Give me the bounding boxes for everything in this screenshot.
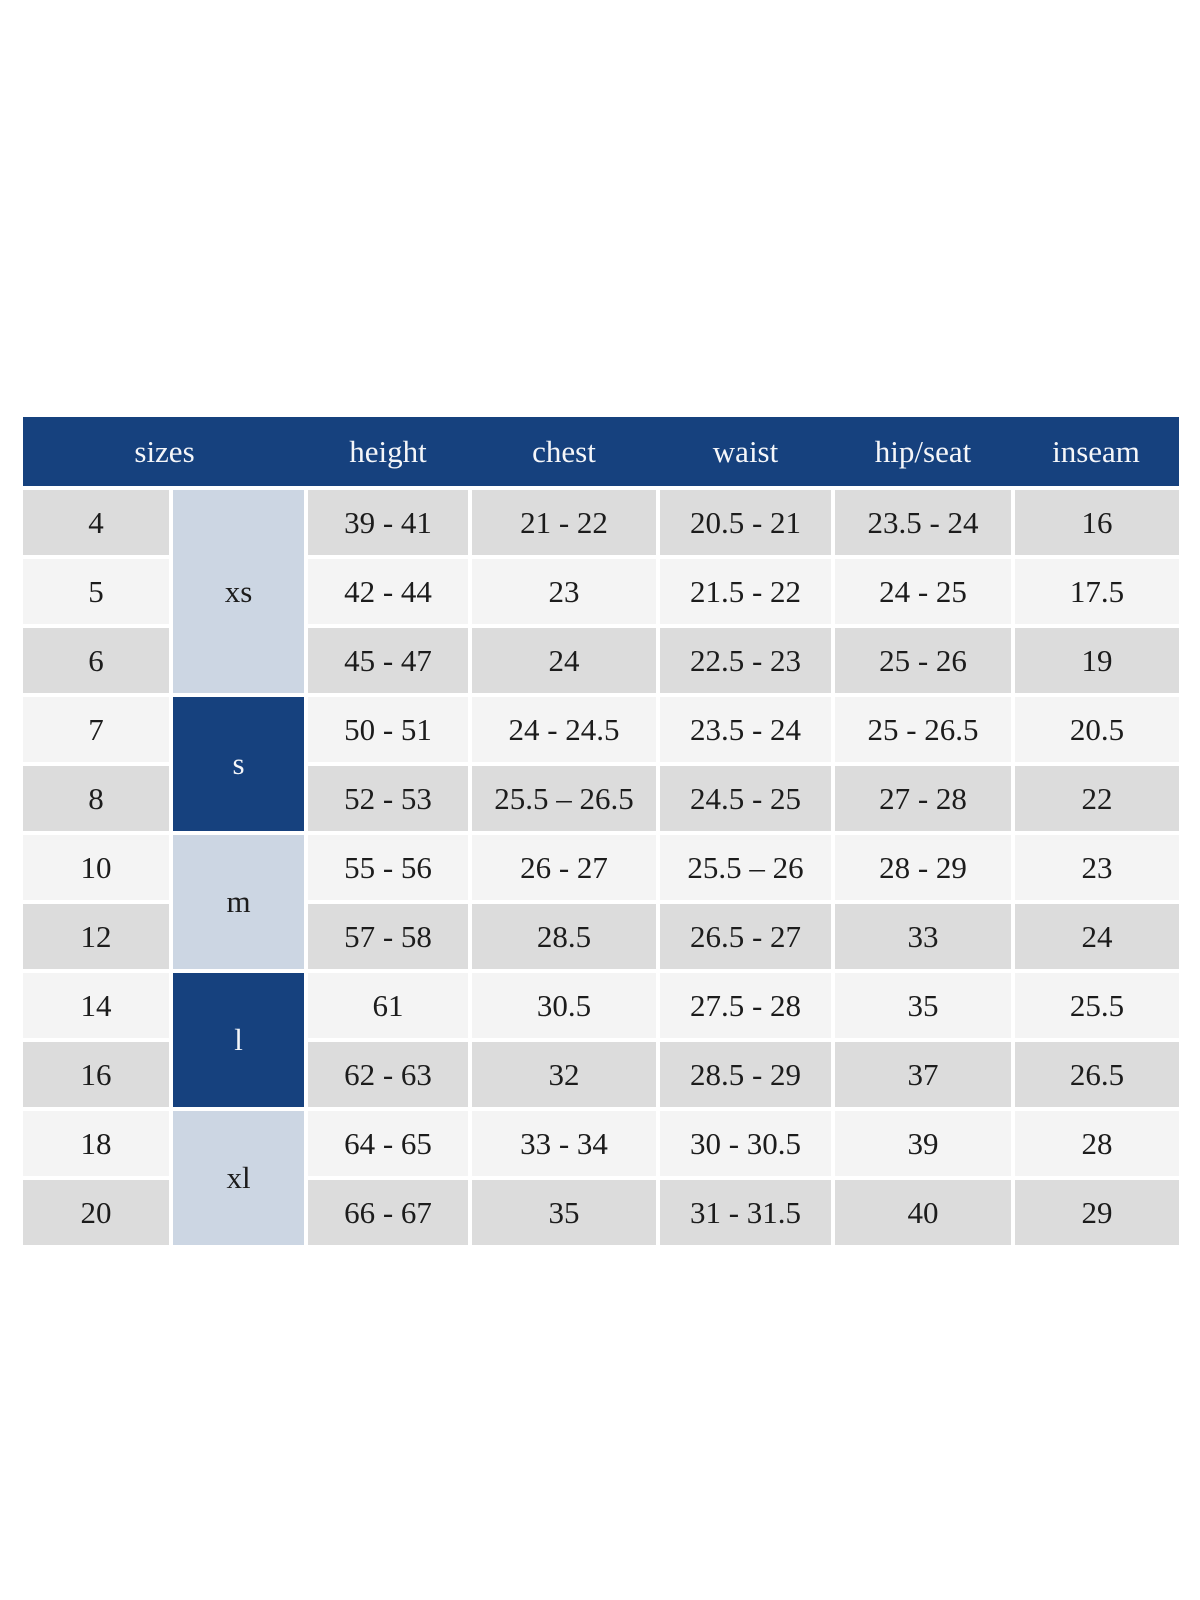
size-number-cell: 7 bbox=[23, 693, 171, 764]
waist-cell: 31 - 31.5 bbox=[656, 1176, 834, 1245]
size-group-m: m bbox=[168, 831, 307, 971]
hip-seat-cell: 25 - 26.5 bbox=[831, 693, 1014, 764]
chest-cell: 28.5 bbox=[468, 900, 659, 971]
hip-seat-cell: 39 bbox=[831, 1107, 1014, 1178]
inseam-cell: 17.5 bbox=[1011, 555, 1180, 626]
table-row: 18 xl 64 - 65 33 - 34 30 - 30.5 39 28 bbox=[23, 1107, 1180, 1245]
chest-cell: 23 bbox=[468, 555, 659, 626]
height-cell: 42 - 44 bbox=[304, 555, 471, 626]
size-number-cell: 10 bbox=[23, 831, 171, 902]
size-group-l: l bbox=[168, 969, 307, 1109]
hip-seat-cell: 37 bbox=[831, 1038, 1014, 1109]
chest-cell: 33 - 34 bbox=[468, 1107, 659, 1178]
size-number-cell: 5 bbox=[23, 555, 171, 626]
table-row: 8 52 - 53 25.5 – 26.5 24.5 - 25 27 - 28 … bbox=[23, 762, 1180, 833]
table-row: 6 45 - 47 24 22.5 - 23 25 - 26 19 bbox=[23, 624, 1180, 695]
hip-seat-cell: 25 - 26 bbox=[831, 624, 1014, 695]
hip-seat-cell: 33 bbox=[831, 900, 1014, 971]
waist-cell: 25.5 – 26 bbox=[656, 831, 834, 902]
height-cell: 39 - 41 bbox=[304, 486, 471, 557]
header-inseam: inseam bbox=[1013, 417, 1180, 488]
header-row: sizes height chest waist hip/seat inseam bbox=[23, 417, 1180, 488]
size-number-cell: 18 bbox=[23, 1107, 171, 1178]
size-group-s: s bbox=[168, 693, 307, 833]
inseam-cell: 19 bbox=[1011, 624, 1180, 695]
height-cell: 61 bbox=[304, 969, 471, 1040]
size-number-cell: 14 bbox=[23, 969, 171, 1040]
header-chest: chest bbox=[470, 417, 659, 488]
height-cell: 52 - 53 bbox=[304, 762, 471, 833]
waist-cell: 30 - 30.5 bbox=[656, 1107, 834, 1178]
height-cell: 64 - 65 bbox=[304, 1107, 471, 1178]
chest-cell: 21 - 22 bbox=[468, 486, 659, 557]
height-cell: 57 - 58 bbox=[304, 900, 471, 971]
size-group-xs: xs bbox=[168, 486, 307, 695]
waist-cell: 24.5 - 25 bbox=[656, 762, 834, 833]
size-group-xl: xl bbox=[168, 1107, 307, 1245]
header-sizes: sizes bbox=[23, 417, 307, 488]
table-row: 5 42 - 44 23 21.5 - 22 24 - 25 17.5 bbox=[23, 555, 1180, 626]
chest-cell: 30.5 bbox=[468, 969, 659, 1040]
size-number-cell: 8 bbox=[23, 762, 171, 833]
size-chart: sizes height chest waist hip/seat inseam… bbox=[23, 417, 1180, 1245]
size-number-cell: 6 bbox=[23, 624, 171, 695]
waist-cell: 21.5 - 22 bbox=[656, 555, 834, 626]
table-row: 14 l 61 30.5 27.5 - 28 35 25.5 bbox=[23, 969, 1180, 1109]
waist-cell: 23.5 - 24 bbox=[656, 693, 834, 764]
hip-seat-cell: 28 - 29 bbox=[831, 831, 1014, 902]
inseam-cell: 22 bbox=[1011, 762, 1180, 833]
size-number-cell: 12 bbox=[23, 900, 171, 971]
chest-cell: 32 bbox=[468, 1038, 659, 1109]
chest-cell: 25.5 – 26.5 bbox=[468, 762, 659, 833]
hip-seat-cell: 35 bbox=[831, 969, 1014, 1040]
table-row: 20 66 - 67 35 31 - 31.5 40 29 bbox=[23, 1176, 1180, 1245]
height-cell: 66 - 67 bbox=[304, 1176, 471, 1245]
table-row: 12 57 - 58 28.5 26.5 - 27 33 24 bbox=[23, 900, 1180, 971]
table-row: 10 m 55 - 56 26 - 27 25.5 – 26 28 - 29 2… bbox=[23, 831, 1180, 971]
table-row: 7 s 50 - 51 24 - 24.5 23.5 - 24 25 - 26.… bbox=[23, 693, 1180, 833]
table-row: 16 62 - 63 32 28.5 - 29 37 26.5 bbox=[23, 1038, 1180, 1109]
chest-cell: 24 bbox=[468, 624, 659, 695]
waist-cell: 28.5 - 29 bbox=[656, 1038, 834, 1109]
size-number-cell: 16 bbox=[23, 1038, 171, 1109]
table-row: 4 xs 39 - 41 21 - 22 20.5 - 21 23.5 - 24… bbox=[23, 486, 1180, 695]
hip-seat-cell: 24 - 25 bbox=[831, 555, 1014, 626]
chest-cell: 35 bbox=[468, 1176, 659, 1245]
hip-seat-cell: 27 - 28 bbox=[831, 762, 1014, 833]
header-height: height bbox=[306, 417, 471, 488]
waist-cell: 20.5 - 21 bbox=[656, 486, 834, 557]
header-hip-seat: hip/seat bbox=[833, 417, 1014, 488]
inseam-cell: 20.5 bbox=[1011, 693, 1180, 764]
size-number-cell: 20 bbox=[23, 1176, 171, 1245]
height-cell: 45 - 47 bbox=[304, 624, 471, 695]
waist-cell: 26.5 - 27 bbox=[656, 900, 834, 971]
hip-seat-cell: 40 bbox=[831, 1176, 1014, 1245]
inseam-cell: 26.5 bbox=[1011, 1038, 1180, 1109]
height-cell: 50 - 51 bbox=[304, 693, 471, 764]
waist-cell: 27.5 - 28 bbox=[656, 969, 834, 1040]
height-cell: 55 - 56 bbox=[304, 831, 471, 902]
height-cell: 62 - 63 bbox=[304, 1038, 471, 1109]
size-number-cell: 4 bbox=[23, 486, 171, 557]
inseam-cell: 24 bbox=[1011, 900, 1180, 971]
inseam-cell: 16 bbox=[1011, 486, 1180, 557]
inseam-cell: 29 bbox=[1011, 1176, 1180, 1245]
inseam-cell: 23 bbox=[1011, 831, 1180, 902]
header-waist: waist bbox=[658, 417, 834, 488]
chest-cell: 26 - 27 bbox=[468, 831, 659, 902]
waist-cell: 22.5 - 23 bbox=[656, 624, 834, 695]
size-chart-table: sizes height chest waist hip/seat inseam… bbox=[23, 417, 1180, 1245]
inseam-cell: 25.5 bbox=[1011, 969, 1180, 1040]
hip-seat-cell: 23.5 - 24 bbox=[831, 486, 1014, 557]
inseam-cell: 28 bbox=[1011, 1107, 1180, 1178]
chest-cell: 24 - 24.5 bbox=[468, 693, 659, 764]
